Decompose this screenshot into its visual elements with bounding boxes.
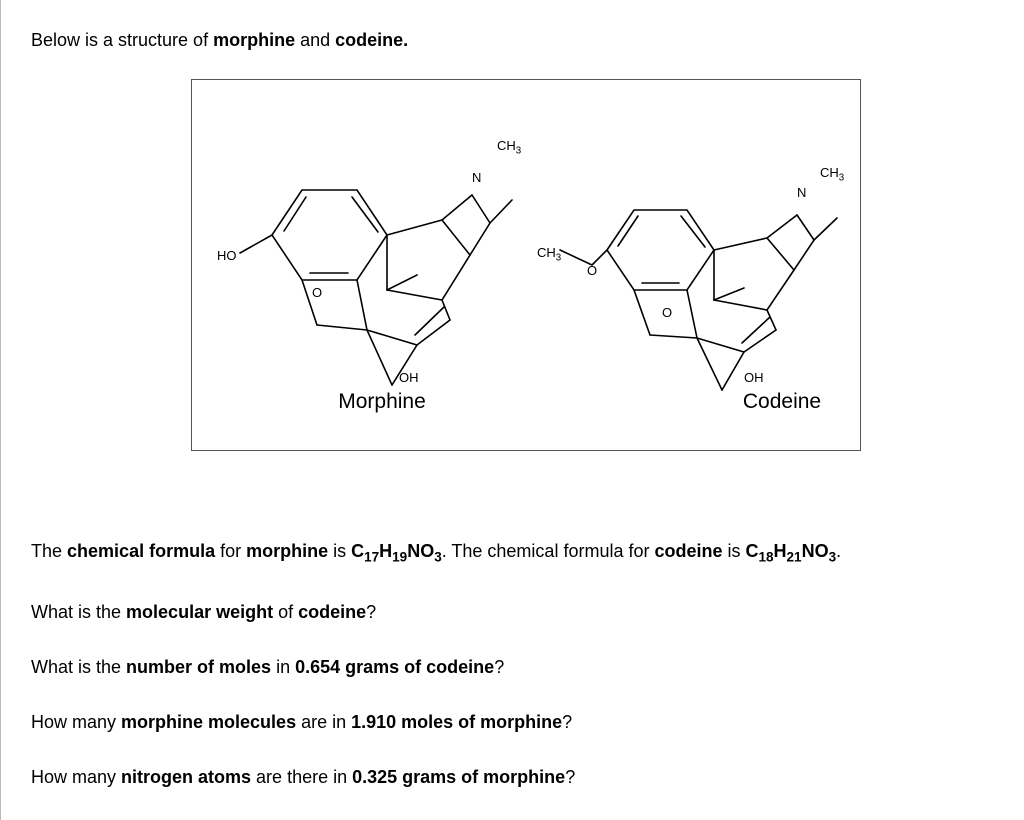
morphine-o-label: O xyxy=(312,285,322,300)
codeine-o-bridge-label: O xyxy=(662,305,672,320)
question-4: How many nitrogen atoms are there in 0.3… xyxy=(31,767,1004,788)
question-1: What is the molecular weight of codeine? xyxy=(31,602,1004,623)
page: Below is a structure of morphine and cod… xyxy=(0,0,1024,820)
intro-bold1: morphine xyxy=(213,30,295,50)
structure-figure: HO O OH N CH3 Morphine xyxy=(191,79,861,451)
question-2: What is the number of moles in 0.654 gra… xyxy=(31,657,1004,678)
codeine-ch3-label: CH3 xyxy=(820,165,844,180)
morphine-ho-label: HO xyxy=(217,248,237,263)
codeine-ch3o-label: CH3 xyxy=(537,245,561,260)
question-3: How many morphine molecules are in 1.910… xyxy=(31,712,1004,733)
intro-text: Below is a structure of morphine and cod… xyxy=(31,30,1004,51)
formula-text: The chemical formula for morphine is C17… xyxy=(31,541,1004,562)
codeine-structure xyxy=(552,160,852,400)
codeine-formula: C18H21NO3 xyxy=(746,541,837,561)
codeine-o-left-label: O xyxy=(587,263,597,278)
intro-bold2: codeine. xyxy=(335,30,408,50)
codeine-oh-label: OH xyxy=(744,370,764,385)
morphine-oh-label: OH xyxy=(399,370,419,385)
morphine-formula: C17H19NO3 xyxy=(351,541,442,561)
morphine-name-label: Morphine xyxy=(307,390,457,414)
morphine-n-label: N xyxy=(472,170,481,185)
morphine-ch3-label: CH3 xyxy=(497,138,521,153)
codeine-n-label: N xyxy=(797,185,806,200)
intro-mid: and xyxy=(295,30,335,50)
codeine-name-label: Codeine xyxy=(722,390,842,414)
intro-prefix: Below is a structure of xyxy=(31,30,213,50)
